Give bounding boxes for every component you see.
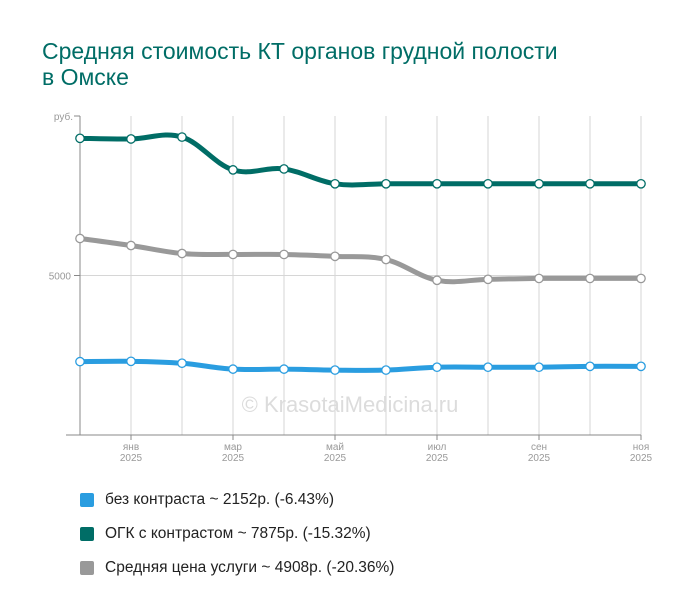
- data-point: [330, 251, 340, 262]
- data-point: [126, 134, 136, 144]
- data-point: [636, 361, 646, 372]
- data-point: [177, 248, 187, 259]
- data-point: [126, 240, 136, 251]
- axes: 5000руб.янв2025мар2025май2025июл2025сен2…: [49, 111, 653, 464]
- data-point: [126, 356, 136, 367]
- data-point: [75, 233, 85, 244]
- y-axis-label: руб.: [54, 111, 73, 123]
- data-point: [483, 274, 493, 285]
- data-point: [483, 178, 493, 189]
- x-tick-month: мар: [224, 442, 242, 453]
- data-point: [381, 365, 391, 375]
- data-point: [432, 275, 442, 286]
- legend-label: Средняя цена услуги ~ 4908р. (-20.36%): [105, 559, 395, 576]
- data-point: [381, 254, 391, 265]
- data-point: [534, 362, 544, 373]
- data-point: [534, 178, 544, 189]
- series-line-0: [77, 132, 644, 188]
- data-point: [75, 133, 85, 144]
- x-tick-month: сен: [531, 442, 547, 453]
- data-point: [330, 178, 340, 189]
- legend-swatch: [80, 561, 94, 575]
- x-tick-month: май: [326, 442, 344, 453]
- data-point: [432, 362, 442, 373]
- data-point: [636, 178, 646, 189]
- data-point: [585, 273, 595, 284]
- data-point: [636, 273, 646, 284]
- legend-swatch: [80, 527, 94, 541]
- x-tick-month: янв: [123, 442, 139, 453]
- data-point: [432, 178, 442, 189]
- legend-item[interactable]: ОГК с контрастом ~ 7875р. (-15.32%): [80, 517, 394, 551]
- x-tick-month: ноя: [633, 442, 650, 453]
- data-point: [228, 165, 238, 175]
- x-tick-year: 2025: [528, 453, 551, 464]
- data-point: [228, 249, 238, 260]
- data-point: [330, 365, 340, 375]
- y-tick-label: 5000: [49, 272, 72, 283]
- data-point: [534, 273, 544, 284]
- data-point: [279, 364, 289, 374]
- data-point: [177, 358, 187, 369]
- data-point: [279, 249, 289, 260]
- data-point: [585, 361, 595, 372]
- data-point: [75, 356, 85, 367]
- legend: без контраста ~ 2152р. (-6.43%) ОГК с кон…: [80, 483, 394, 585]
- x-tick-year: 2025: [630, 453, 653, 464]
- data-point: [279, 164, 289, 174]
- x-tick-year: 2025: [324, 453, 347, 464]
- data-point: [381, 178, 391, 189]
- legend-label: без контраста ~ 2152р. (-6.43%): [105, 491, 334, 508]
- data-point: [483, 362, 493, 373]
- data-point: [177, 132, 187, 142]
- data-point: [585, 178, 595, 189]
- series-line-2: [77, 358, 644, 373]
- legend-label: ОГК с контрастом ~ 7875р. (-15.32%): [105, 525, 371, 542]
- watermark: © KrasotaiMedicina.ru: [242, 392, 459, 417]
- series-points: [75, 132, 646, 375]
- grid: [80, 116, 642, 435]
- x-tick-month: июл: [428, 442, 447, 453]
- chart-title: Средняя стоимость КТ органов грудной пол…: [42, 38, 558, 90]
- x-tick-year: 2025: [120, 453, 143, 464]
- legend-item[interactable]: без контраста ~ 2152р. (-6.43%): [80, 483, 394, 517]
- legend-swatch: [80, 493, 94, 507]
- legend-item[interactable]: Средняя цена услуги ~ 4908р. (-20.36%): [80, 551, 394, 585]
- series-lines: [77, 132, 644, 373]
- data-point: [228, 364, 238, 374]
- x-tick-year: 2025: [222, 453, 245, 464]
- x-tick-year: 2025: [426, 453, 449, 464]
